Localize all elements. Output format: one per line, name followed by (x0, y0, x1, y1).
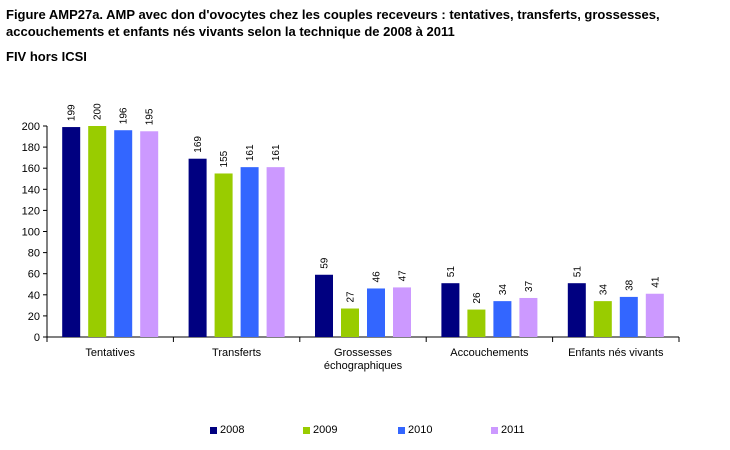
legend-item-2010: 2010 (398, 424, 432, 436)
data-label: 34 (598, 284, 609, 296)
bar-2008 (567, 283, 586, 337)
category-label: Transferts (212, 347, 262, 359)
data-label: 199 (67, 104, 78, 121)
data-label: 51 (446, 266, 457, 278)
data-label: 51 (572, 266, 583, 278)
category-label: Grossesses (334, 347, 393, 359)
bar-2008 (441, 283, 460, 337)
data-label: 161 (271, 144, 282, 161)
y-tick-label: 20 (28, 311, 40, 323)
data-label: 37 (524, 280, 535, 292)
data-label: 41 (650, 276, 661, 288)
data-label: 47 (398, 270, 409, 282)
legend-label: 2009 (313, 424, 338, 436)
y-tick-label: 40 (28, 290, 40, 302)
bar-2010 (114, 130, 133, 337)
y-tick-label: 100 (22, 227, 40, 239)
bar-2009 (214, 173, 233, 337)
legend-item-2009: 2009 (303, 424, 337, 436)
legend: 2008 2009 2010 2011 (0, 424, 730, 442)
category-label: Enfants nés vivants (568, 347, 664, 359)
bar-2011 (393, 287, 411, 337)
chart-subtitle: FIV hors ICSI (6, 49, 87, 64)
y-tick-label: 200 (22, 121, 40, 133)
y-tick-label: 160 (22, 163, 40, 175)
legend-swatch (398, 426, 405, 434)
data-label: 59 (320, 257, 331, 269)
legend-swatch (210, 426, 217, 434)
bar-2011 (140, 131, 159, 337)
y-tick-label: 180 (22, 142, 40, 154)
y-tick-label: 140 (22, 184, 40, 196)
data-label: 27 (346, 291, 357, 303)
y-tick-label: 120 (22, 205, 40, 217)
bar-2010 (240, 167, 259, 337)
data-label: 169 (193, 136, 204, 153)
bar-2008 (315, 274, 333, 337)
bar-2008 (188, 158, 207, 337)
y-tick-label: 60 (28, 269, 40, 281)
data-label: 155 (219, 150, 230, 167)
bar-2010 (367, 288, 385, 337)
data-label: 161 (245, 144, 256, 161)
bar-2011 (266, 167, 285, 337)
legend-item-2008: 2008 (210, 424, 244, 436)
bar-2009 (467, 309, 486, 337)
data-label: 38 (624, 279, 635, 291)
data-label: 195 (145, 108, 156, 125)
bar-2011 (519, 297, 538, 337)
legend-label: 2008 (220, 424, 245, 436)
data-label: 46 (372, 271, 383, 283)
data-label: 200 (93, 103, 104, 120)
legend-label: 2011 (501, 424, 525, 436)
y-tick-label: 0 (34, 332, 40, 344)
bar-2010 (619, 296, 638, 337)
data-label: 26 (472, 292, 483, 304)
data-label: 34 (498, 284, 509, 296)
legend-label: 2010 (408, 424, 433, 436)
bar-2011 (645, 293, 664, 337)
category-label: Tentatives (85, 347, 135, 359)
chart-title: Figure AMP27a. AMP avec don d'ovocytes c… (6, 7, 660, 39)
category-label: Accouchements (450, 347, 529, 359)
y-tick-label: 80 (28, 248, 40, 260)
bar-2010 (493, 301, 512, 337)
legend-swatch (491, 426, 498, 434)
bar-2009 (88, 126, 107, 337)
data-label: 196 (119, 107, 130, 124)
bar-2009 (341, 308, 359, 337)
category-label: échographiques (324, 360, 403, 372)
bar-2009 (593, 301, 612, 337)
legend-swatch (303, 426, 310, 434)
bar-chart: 0 20 40 60 80 100 120 140 160 180 200 199 200 196 195 T… (22, 103, 680, 372)
bar-2008 (62, 127, 81, 338)
legend-item-2011: 2011 (491, 424, 525, 436)
